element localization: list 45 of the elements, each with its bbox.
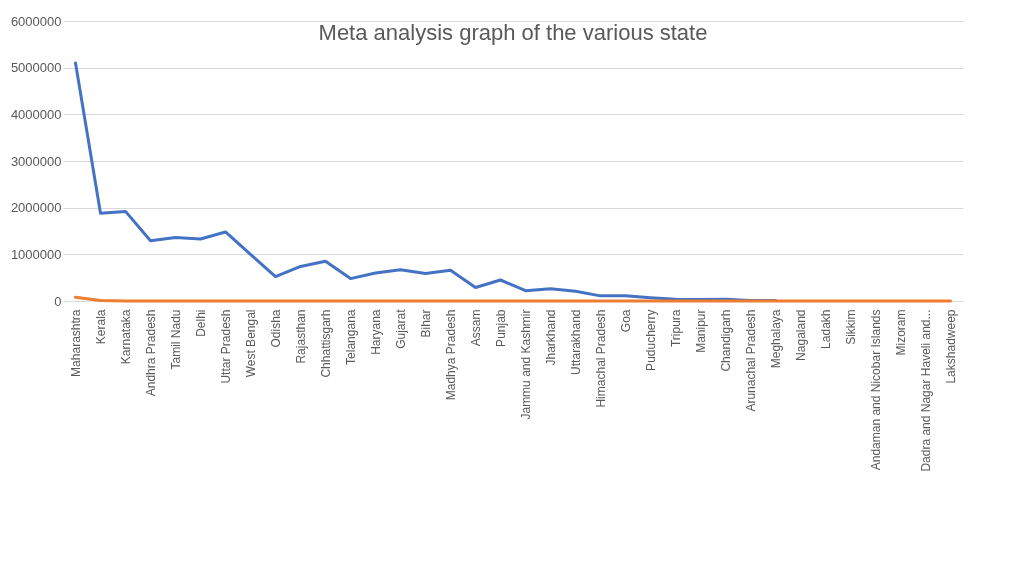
- x-tick-label: Uttarakhand: [569, 309, 583, 375]
- x-tick-label: Andaman and Nicobar Islands: [869, 309, 883, 471]
- x-tick-label: Odisha: [269, 309, 283, 348]
- x-tick-label: Bihar: [419, 309, 433, 338]
- y-tick-label: 1000000: [10, 246, 62, 262]
- x-tick-label: Lakshadweep: [944, 309, 958, 384]
- x-tick-label: Andhra Pradesh: [144, 309, 158, 397]
- x-tick-label: Meghalaya: [769, 309, 783, 369]
- x-tick-label: Tamil Nadu: [169, 309, 183, 370]
- x-tick-label: West Bengal: [244, 309, 258, 378]
- x-tick-label: Kerala: [94, 309, 108, 345]
- x-tick-label: Puducherry: [644, 309, 658, 371]
- y-tick-label: 3000000: [10, 153, 62, 169]
- y-tick-label: 4000000: [10, 106, 62, 122]
- x-tick-label: Tripura: [669, 309, 683, 348]
- x-tick-label: Ladakh: [819, 309, 833, 349]
- x-tick-label: Mizoram: [894, 309, 908, 356]
- x-tick-label: Jharkhand: [544, 309, 558, 366]
- x-tick-label: Madhya Pradesh: [444, 309, 458, 401]
- y-tick-label: 2000000: [10, 200, 62, 216]
- x-tick-label: Sikkim: [844, 309, 858, 345]
- chart-title: Meta analysis graph of the various state: [318, 20, 708, 45]
- x-tick-label: Chandigarh: [719, 309, 733, 372]
- x-tick-label: Haryana: [369, 309, 383, 355]
- x-tick-label: Uttar Pradesh: [219, 309, 233, 384]
- y-tick-label: 6000000: [10, 13, 62, 29]
- x-tick-label: Dadra and Nagar Haveli and...: [919, 309, 933, 472]
- x-tick-label: Chhattisgarh: [319, 309, 333, 378]
- y-tick-label: 5000000: [10, 60, 62, 76]
- x-tick-label: Manipur: [694, 309, 708, 353]
- x-tick-label: Jammu and Kashmir: [519, 309, 533, 420]
- x-tick-label: Gujarat: [394, 308, 408, 349]
- x-tick-label: Goa: [619, 309, 633, 333]
- x-tick-label: Assam: [469, 309, 483, 347]
- x-tick-label: Punjab: [494, 309, 508, 347]
- x-tick-label: Himachal Pradesh: [594, 309, 608, 408]
- x-tick-label: Karnataka: [119, 309, 133, 365]
- line-series: [74, 61, 777, 303]
- x-tick-label: Telangana: [344, 309, 358, 365]
- y-tick-label: 0: [54, 293, 62, 309]
- x-tick-label: Arunachal Pradesh: [744, 309, 758, 412]
- x-tick-label: Rajasthan: [294, 309, 308, 364]
- x-tick-label: Maharashtra: [69, 309, 83, 377]
- x-tick-label: Nagaland: [794, 309, 808, 361]
- x-tick-label: Delhi: [194, 309, 208, 337]
